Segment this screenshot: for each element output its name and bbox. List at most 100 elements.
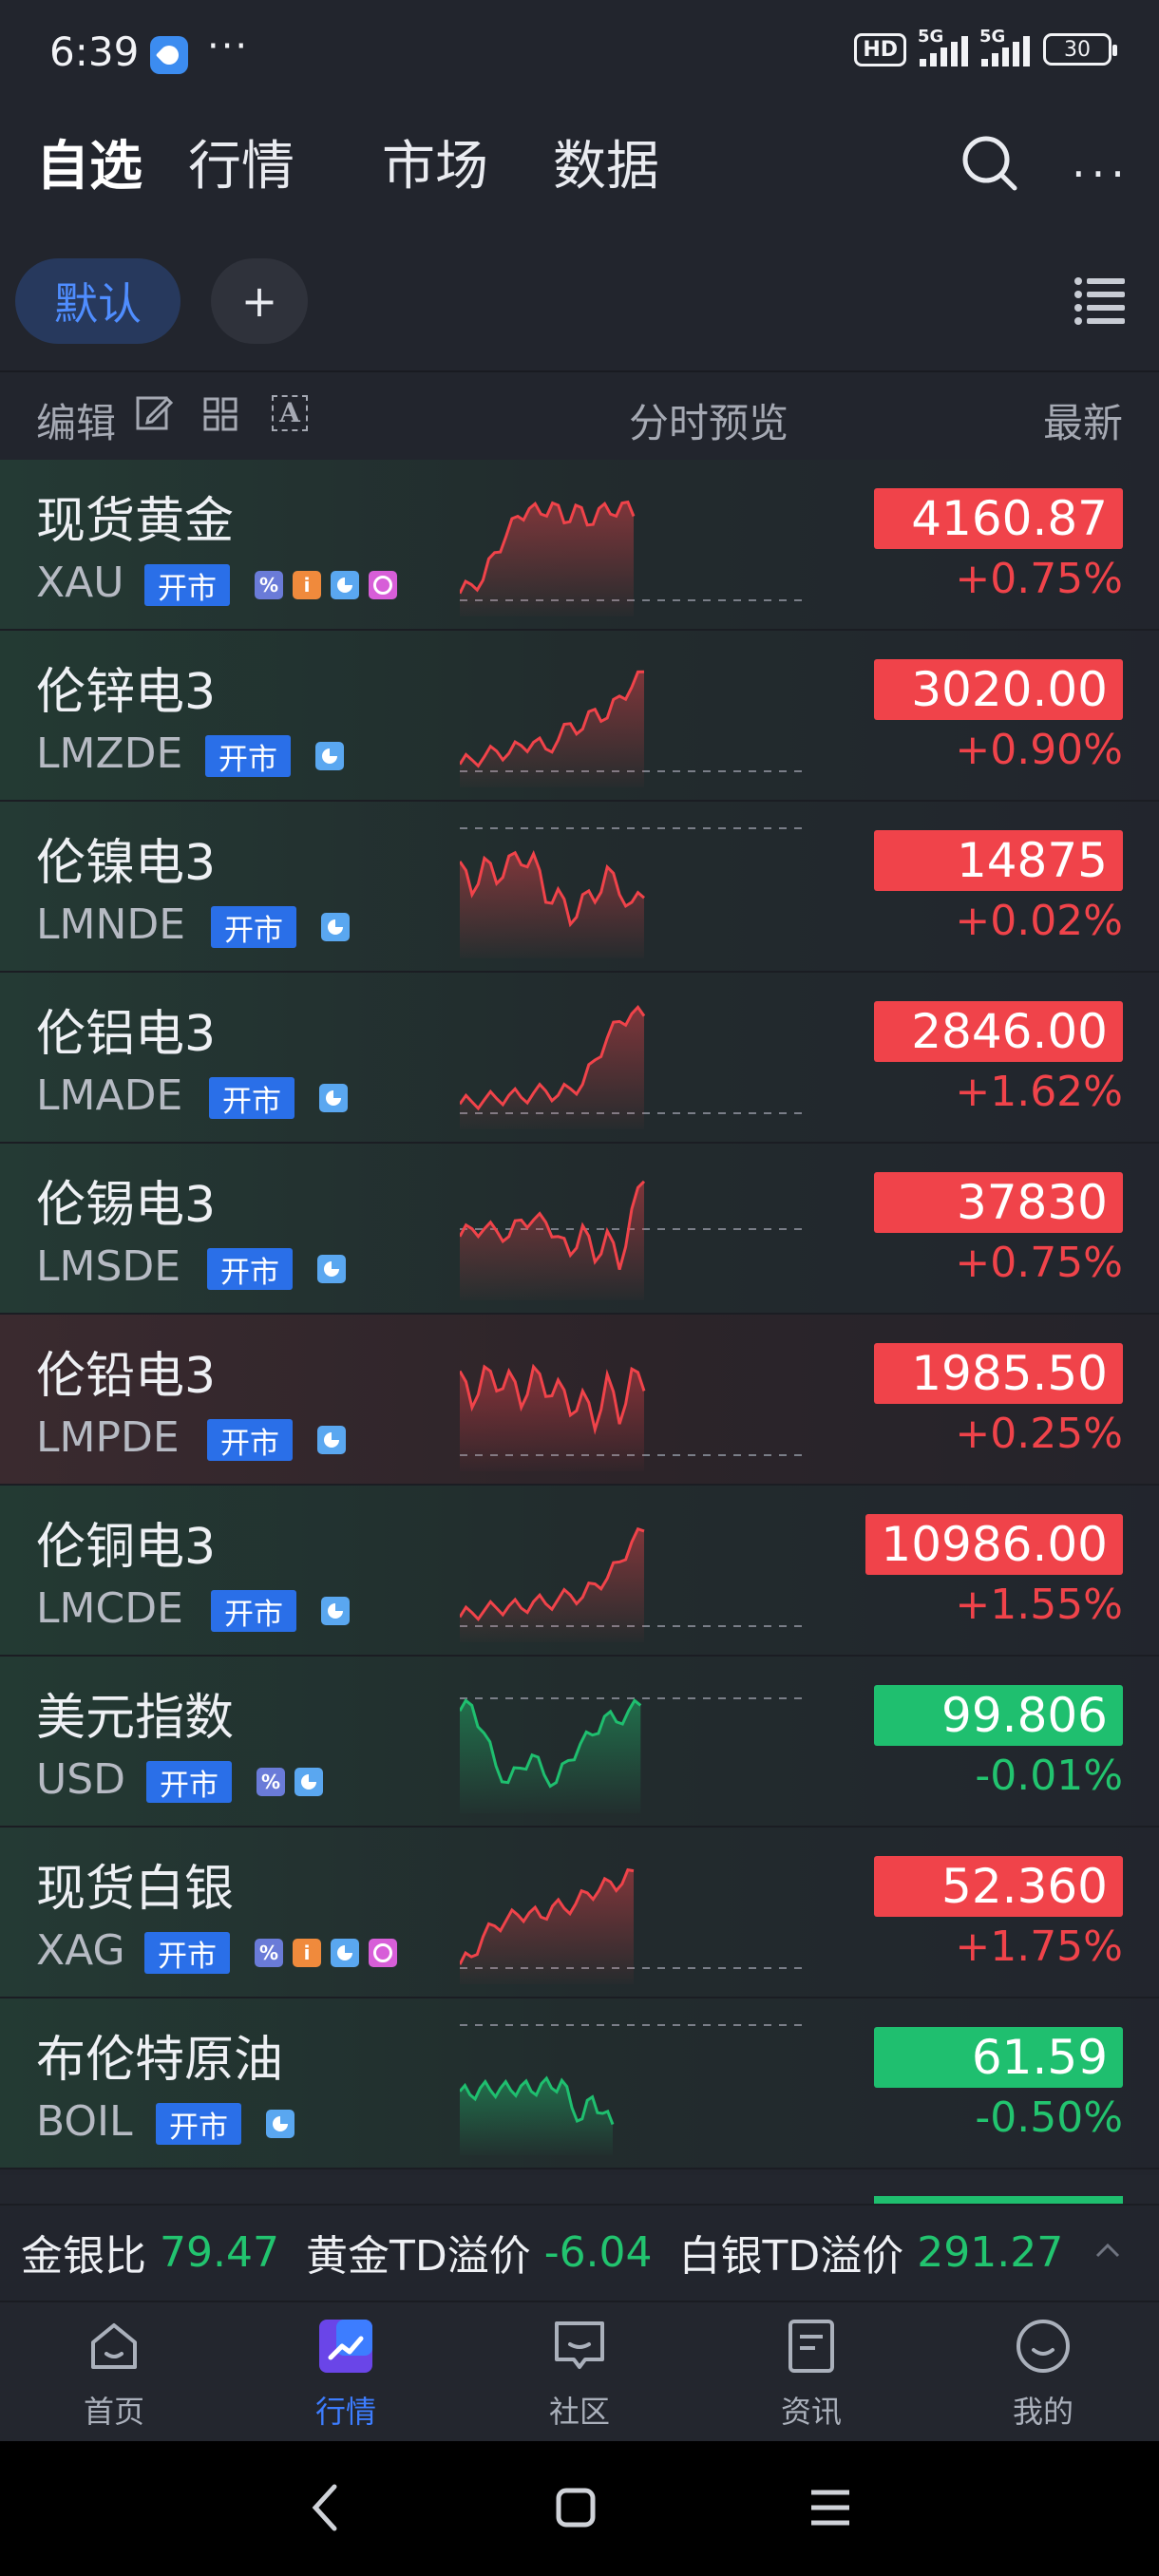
instrument-code: XAG (36, 1926, 125, 1975)
more-notifications-icon: ··· (207, 25, 250, 68)
latest-price[interactable]: 99.806 (874, 1685, 1123, 1746)
instrument-badges: 开市 (211, 1590, 350, 1632)
instrument-badges: 开市% i (144, 564, 397, 606)
list-view-icon[interactable] (1074, 275, 1127, 325)
column-latest-label[interactable]: 最新 (1042, 400, 1123, 446)
watchlist-row[interactable]: 美元指数 USD 开市% 99.806 -0.01% (0, 1657, 1159, 1828)
watchlist-row[interactable]: 伦铅电3 LMPDE 开市 1985.50 +0.25% (0, 1315, 1159, 1486)
price-change-percent: +0.75% (955, 1239, 1123, 1287)
watchlist-row[interactable]: 伦铜电3 LMCDE 开市 10986.00 +1.55% (0, 1486, 1159, 1657)
grid-icon[interactable] (203, 397, 238, 431)
more-icon[interactable]: ··· (1072, 148, 1130, 199)
latest-price[interactable]: 52.360 (874, 1856, 1123, 1917)
latest-price[interactable]: 1985.50 (874, 1343, 1123, 1404)
price-change-percent: -0.01% (975, 1752, 1123, 1800)
signal-icon: 5G (918, 27, 968, 66)
hd-voice-icon: HD (854, 32, 906, 66)
market-open-badge: 开市 (209, 1077, 294, 1119)
font-size-icon[interactable]: A (272, 395, 308, 431)
quotes-icon (319, 2320, 372, 2373)
instrument-name: 伦铜电3 (36, 1519, 217, 1576)
percent-icon: % (255, 1939, 283, 1967)
sparkline-area (460, 1869, 634, 1984)
sparkline-area (460, 502, 634, 616)
tab-data[interactable]: 数据 (553, 136, 659, 198)
watchlist-row[interactable]: 伦锌电3 LMZDE 开市 3020.00 +0.90% (0, 631, 1159, 802)
latest-price[interactable]: 14875 (874, 830, 1123, 891)
market-open-badge: 开市 (144, 1932, 230, 1974)
back-icon[interactable] (306, 2479, 344, 2536)
nav-home[interactable]: 首页 (48, 2318, 180, 2432)
latest-price[interactable]: 10986.00 (865, 1514, 1123, 1575)
sparkline-area (460, 1007, 644, 1129)
silver-td-premium-value: 291.27 (917, 2227, 1064, 2277)
column-preview-label: 分时预览 (629, 400, 789, 446)
edit-icon[interactable] (135, 393, 173, 431)
instrument-name: 伦锌电3 (36, 664, 217, 721)
ratio-ticker[interactable]: 金银比 79.47 黄金TD溢价 -6.04 白银TD溢价 291.27 (0, 2204, 1159, 2299)
nav-profile[interactable]: 我的 (977, 2318, 1110, 2432)
group-default-chip[interactable]: 默认 (15, 258, 180, 344)
latest-price[interactable]: 3020.00 (874, 659, 1123, 720)
edit-button[interactable]: 编辑 (36, 400, 117, 446)
market-open-badge: 开市 (207, 1248, 293, 1290)
status-bar: 6:39 ··· HD 5G 5G 30 (0, 0, 1159, 104)
sparkline-line (460, 670, 645, 768)
watchlist-row[interactable]: 伦镍电3 LMNDE 开市 14875 +0.02% (0, 802, 1159, 973)
instrument-code: LMADE (36, 1071, 183, 1120)
sparkline-area (460, 1700, 641, 1813)
tab-quotes[interactable]: 行情 (188, 136, 294, 198)
tab-watchlist[interactable]: 自选 (36, 136, 142, 198)
latest-price[interactable]: 2846.00 (874, 1001, 1123, 1062)
instrument-code: LMPDE (36, 1413, 180, 1462)
instrument-code: XAU (36, 559, 124, 607)
intraday-sparkline (460, 500, 808, 616)
market-open-badge: 开市 (156, 2103, 241, 2145)
market-open-badge: 开市 (211, 1590, 296, 1632)
network-type-label: 5G (918, 27, 944, 47)
latest-price[interactable]: 61.59 (874, 2027, 1123, 2088)
recent-apps-icon[interactable] (809, 2487, 851, 2529)
market-open-badge: 开市 (146, 1761, 232, 1803)
system-nav-bar (0, 2441, 1159, 2576)
top-nav: 自选 行情 市场 数据 ··· (0, 123, 1159, 209)
pie-chart-icon (331, 571, 359, 599)
watchlist-row[interactable]: 伦锡电3 LMSDE 开市 37830 +0.75% (0, 1144, 1159, 1315)
pie-chart-icon (266, 2110, 294, 2138)
nav-news[interactable]: 资讯 (745, 2318, 878, 2432)
sparkline-line (460, 500, 636, 595)
news-icon (788, 2320, 834, 2373)
nav-quotes[interactable]: 行情 (279, 2318, 412, 2432)
gold-silver-ratio-value: 79.47 (160, 2227, 279, 2277)
latest-price[interactable]: 37830 (874, 1172, 1123, 1233)
latest-price[interactable]: 4160.87 (874, 488, 1123, 549)
instrument-name: 布伦特原油 (36, 2032, 284, 2089)
instrument-name: 伦铝电3 (36, 1006, 217, 1063)
intraday-sparkline (460, 670, 808, 787)
nav-community-label: 社区 (548, 2394, 610, 2430)
search-icon[interactable] (960, 133, 1018, 192)
watchlist-row[interactable]: 伦铝电3 LMADE 开市 2846.00 +1.62% (0, 973, 1159, 1144)
chevron-up-icon[interactable] (1094, 2238, 1121, 2264)
sparkline-line (460, 1180, 646, 1270)
watchlist-row[interactable]: 现货白银 XAG 开市% i 52.360 +1.75% (0, 1828, 1159, 1998)
instrument-code: LMCDE (36, 1584, 183, 1633)
nav-quotes-label: 行情 (314, 2394, 376, 2430)
watchlist-row[interactable]: 布伦特原油 BOIL 开市 61.59 -0.50% (0, 1998, 1159, 2169)
watchlist-row[interactable]: 现货黄金 XAU 开市% i 4160.87 +0.75% (0, 460, 1159, 631)
price-change-percent: +1.55% (955, 1581, 1123, 1629)
nav-community[interactable]: 社区 (513, 2318, 646, 2432)
network-type-label: 5G (979, 27, 1006, 47)
add-group-button[interactable]: + (211, 258, 308, 344)
sparkline-line (460, 1526, 645, 1621)
pie-chart-icon (294, 1768, 323, 1796)
tab-markets[interactable]: 市场 (382, 136, 488, 198)
bottom-nav: 首页 行情 社区 资讯 我的 (0, 2301, 1159, 2441)
instrument-code: LMNDE (36, 900, 186, 949)
sparkline-line (460, 1363, 646, 1435)
gold-td-premium-label: 黄金TD溢价 (278, 2232, 544, 2281)
home-button-icon[interactable] (555, 2487, 597, 2529)
instrument-code: LMSDE (36, 1242, 181, 1291)
sparkline-area (460, 672, 644, 787)
nav-profile-label: 我的 (1012, 2394, 1074, 2430)
